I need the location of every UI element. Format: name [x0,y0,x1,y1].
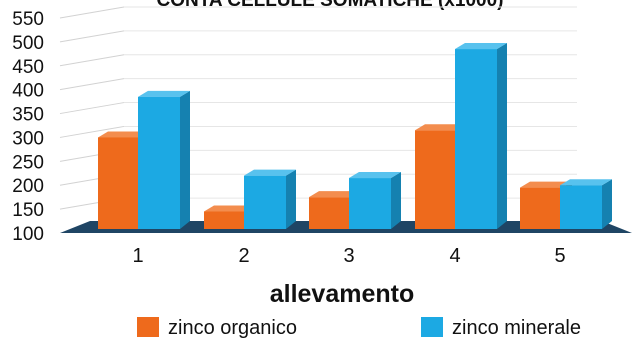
x-tick-label: 3 [343,245,354,267]
y-tick-label: 350 [12,105,44,126]
legend-swatch-zinco-minerale [421,317,443,337]
bar-zinco-minerale-1 [138,90,190,229]
gridline-diagonal [59,102,125,115]
bars [98,43,612,229]
legend-label-zinco-organico: zinco organico [168,317,297,338]
y-tick-label: 300 [12,128,44,149]
y-tick-label: 450 [12,57,44,78]
x-axis: 1 2 3 4 5 [132,245,565,267]
x-tick-label: 1 [132,245,143,267]
gridline-diagonal [59,78,125,91]
gridline-diagonal [59,6,125,19]
y-tick-label: 250 [12,152,44,173]
bar-zinco-minerale-4 [455,43,507,229]
bar-zinco-minerale-2 [244,169,296,229]
gridline-diagonal [59,125,125,138]
legend-label-zinco-minerale: zinco minerale [452,317,581,338]
x-axis-label: allevamento [270,280,415,308]
bar-zinco-minerale-3 [349,172,401,229]
gridline-diagonal [59,30,125,43]
y-tick-label: 400 [12,81,44,102]
legend-swatch-zinco-organico [137,317,159,337]
y-tick-label: 550 [12,9,44,30]
x-tick-label: 5 [554,245,565,267]
y-tick-label: 150 [12,200,44,221]
y-tick-label: 500 [12,33,44,54]
chart-title: CONTA CELLULE SOMATICHE (x1000) [157,0,504,11]
legend: zinco organico zinco minerale [137,317,581,338]
gridline-diagonal [59,54,125,67]
bar-zinco-organico-3 [309,191,361,229]
x-tick-label: 2 [238,245,249,267]
y-tick-label: 200 [12,176,44,197]
y-tick-label: 100 [12,224,44,245]
x-tick-label: 4 [449,245,460,267]
bar-zinco-organico-4 [415,124,467,229]
bar-zinco-minerale-5 [560,179,612,229]
